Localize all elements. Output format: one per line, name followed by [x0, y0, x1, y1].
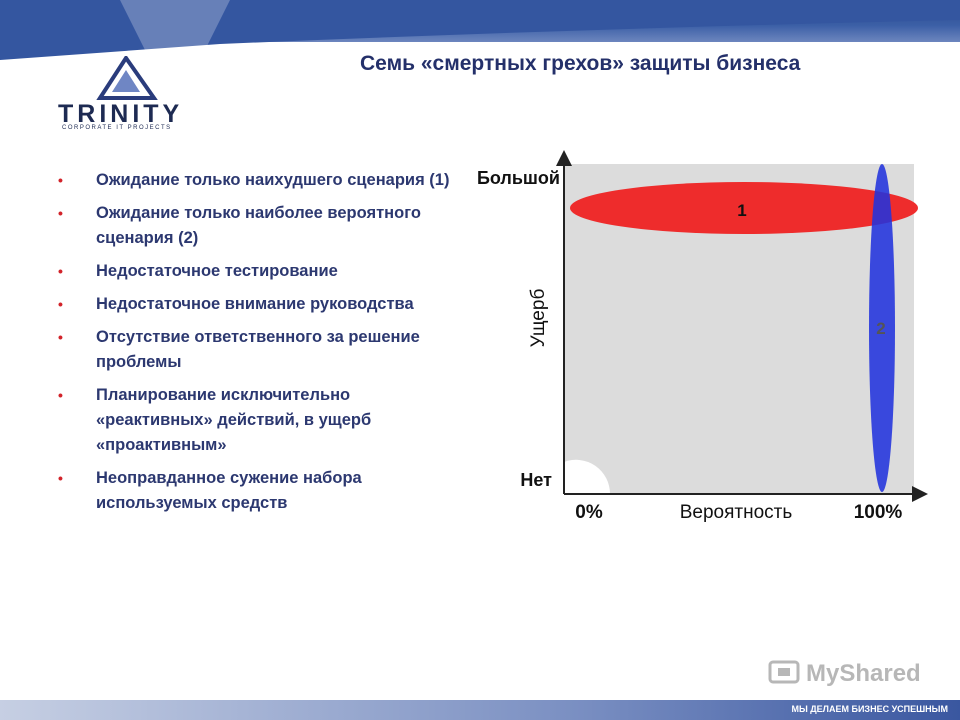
footer-bar	[0, 700, 960, 720]
footer-slogan: МЫ ДЕЛАЕМ БИЗНЕС УСПЕШНЫМ	[791, 704, 948, 714]
slide-title: Семь «смертных грехов» защиты бизнеса	[360, 52, 801, 75]
logo-tagline: CORPORATE IT PROJECTS	[62, 125, 172, 131]
list-item: Планирование исключительно «реактивных» …	[58, 383, 458, 458]
y-axis-label: Ущерб	[528, 289, 549, 348]
watermark-text: MyShared	[806, 660, 921, 687]
list-item: Ожидание только наиболее вероятного сцен…	[58, 201, 458, 251]
logo-name: TRINITY	[58, 100, 184, 128]
x-axis-right-label: 100%	[854, 502, 903, 523]
x-axis-label: Вероятность	[680, 502, 793, 523]
list-item: Недостаточное внимание руководства	[58, 292, 458, 317]
y-axis-bottom-label: Нет	[520, 470, 552, 490]
risk-diagram: 1 2 Большой Нет Ущерб 0% Вероятность 100…	[477, 150, 928, 523]
y-axis-top-label: Большой	[477, 168, 560, 188]
list-item: Отсутствие ответственного за решение про…	[58, 325, 458, 375]
region-2-label: 2	[876, 319, 885, 338]
header-swoosh	[0, 0, 960, 60]
myshared-watermark-icon	[768, 660, 800, 684]
trinity-logo-icon	[96, 56, 158, 100]
list-item: Ожидание только наихудшего сценария (1)	[58, 168, 458, 193]
x-axis-left-label: 0%	[575, 502, 603, 523]
scenario-region-2	[869, 164, 895, 492]
list-item: Недостаточное тестирование	[58, 259, 458, 284]
sins-list: Ожидание только наихудшего сценария (1) …	[58, 168, 458, 524]
safe-zone	[564, 459, 611, 494]
list-item: Неоправданное сужение набора используемы…	[58, 466, 458, 516]
scenario-region-1	[570, 182, 918, 234]
region-1-label: 1	[737, 201, 746, 220]
